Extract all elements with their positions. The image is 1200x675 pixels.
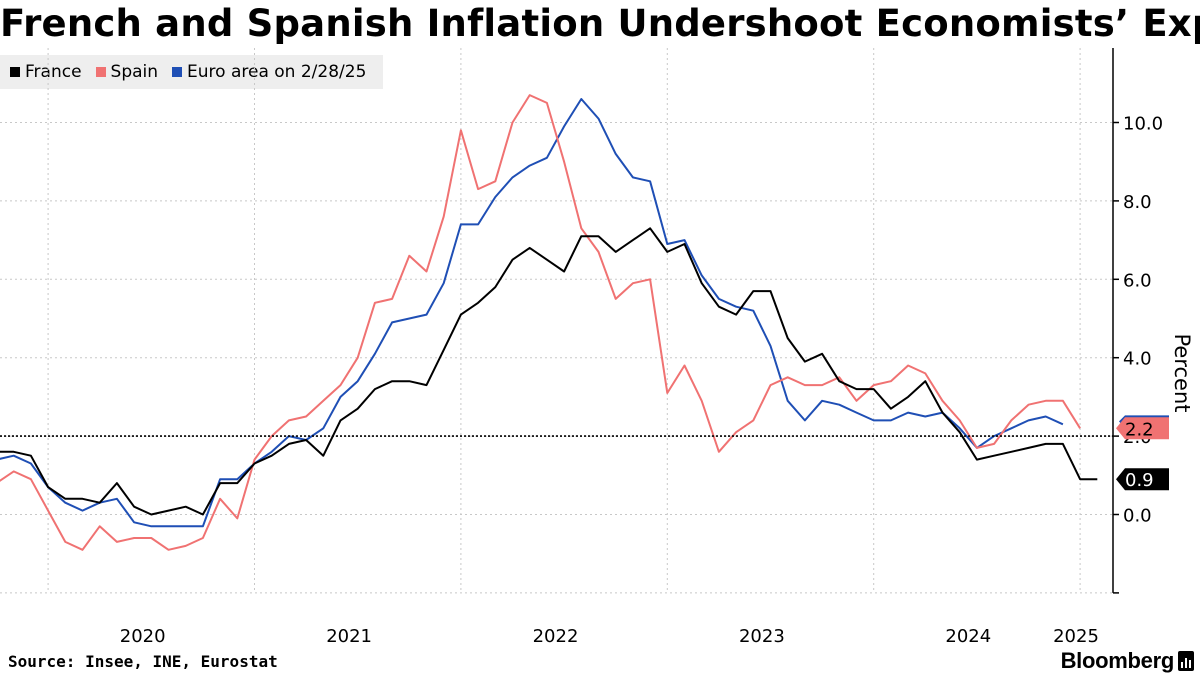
legend: France Spain Euro area on 2/28/25 (0, 55, 383, 89)
end-label-box (1116, 417, 1169, 440)
brand-name: Bloomberg (1060, 648, 1175, 673)
y-axis-label: Percent (1170, 333, 1194, 412)
legend-swatch-euro-area (172, 67, 183, 77)
series-line-euro (0, 98, 1064, 528)
legend-item-euro-area[interactable]: Euro area on 2/28/25 (172, 62, 366, 82)
series-line-france (0, 227, 1098, 516)
end-label-text: 2.2 (1125, 419, 1154, 440)
legend-label-spain: Spain (110, 62, 159, 82)
x-tick-label: 2025 (1053, 626, 1099, 647)
y-tick-label: 10.0 (1123, 114, 1163, 135)
series-lines (0, 94, 1113, 551)
series-line-spain (0, 94, 1081, 551)
end-value-labels: 2.2 0.9 (1116, 415, 1169, 491)
x-tick-label: 2024 (945, 626, 991, 647)
y-tick-label: 6.0 (1123, 270, 1152, 291)
legend-swatch-france (10, 67, 20, 77)
y-tick-label: 0.0 (1123, 506, 1152, 527)
end-label-spain: 2.2 (1116, 417, 1169, 440)
end-label-text: 0.9 (1125, 470, 1154, 491)
legend-label-euro-area: Euro area on 2/28/25 (187, 62, 367, 82)
end-label-france: 0.9 (1116, 468, 1169, 491)
legend-swatch-spain (95, 67, 106, 77)
source-note: Source: Insee, INE, Eurostat (8, 652, 278, 671)
y-tick-label: 4.0 (1123, 349, 1152, 370)
chart-title: French and Spanish Inflation Undershoot … (0, 2, 1200, 45)
x-tick-label: 2022 (533, 626, 579, 647)
legend-item-spain[interactable]: Spain (95, 62, 159, 82)
x-tick-label: 2021 (326, 626, 372, 647)
y-axis: 0.02.04.06.08.010.0 (1112, 48, 1163, 594)
x-tick-label: 2023 (739, 626, 785, 647)
bloomberg-logo: Bloomberg (1061, 648, 1194, 674)
end-label-box (1116, 468, 1169, 491)
legend-label-france: France (25, 62, 82, 82)
legend-item-france[interactable]: France (10, 62, 82, 82)
x-tick-label: 2020 (120, 626, 166, 647)
x-axis: 2020 2021 2022 2023 2024 2025 (120, 626, 1099, 647)
terminal-icon (1178, 651, 1194, 671)
y-tick-label: 8.0 (1123, 192, 1152, 213)
